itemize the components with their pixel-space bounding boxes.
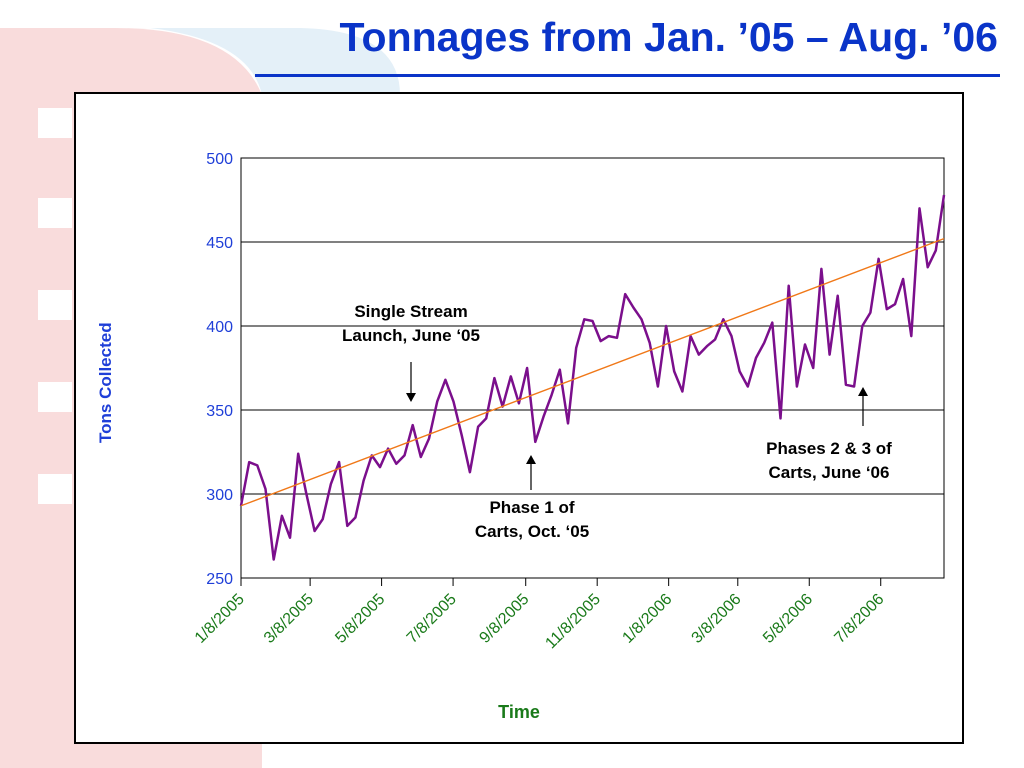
x-tick-label: 1/8/2006 [619,591,675,647]
x-tick-label: 5/8/2006 [760,591,816,647]
annotation-phase-1: Phase 1 of Carts, Oct. ‘05 [434,496,630,544]
x-axis-label: Time [498,702,540,722]
y-tick-label: 450 [206,235,233,252]
x-tick-label: 9/8/2005 [476,591,532,647]
x-tick-label: 1/8/2005 [192,591,248,647]
chart-frame: 250 300 350 400 450 500 1/8/2005 3/8/2005 5/8/20… [74,92,964,744]
x-tick-label: 5/8/2005 [332,591,388,647]
y-tick-label: 400 [206,319,233,336]
annotation-line: Carts, Oct. ‘05 [474,521,590,541]
annotation-line: Single Stream [354,302,468,321]
title-underline [255,74,1000,77]
y-axis-label: Tons Collected [96,322,115,443]
plot-area-border [240,157,945,579]
x-tick-label: 7/8/2005 [404,591,460,647]
annotation-line: Launch, June ‘05 [342,325,480,345]
y-tick-label: 500 [206,151,233,168]
tonnage-series-line [239,194,946,561]
trendline [240,237,945,507]
arrow-phase-1-head [526,455,536,464]
annotation-phases-2-3: Phases 2 & 3 of Carts, June ‘06 [736,437,922,485]
y-tick-label: 300 [206,487,233,504]
x-tick-label: 3/8/2005 [261,591,317,647]
annotation-line: Phases 2 & 3 of [766,439,892,458]
x-tick-label: 7/8/2006 [831,591,887,647]
line-chart: 250 300 350 400 450 500 1/8/2005 3/8/2005 5/8/20… [192,151,946,653]
annotation-line: Phase 1 of [489,498,575,517]
annotation-line: Carts, June ‘06 [768,462,890,482]
x-tick-label: 11/8/2005 [542,591,604,653]
page-title: Tonnages from Jan. ’05 – Aug. ’06 [339,14,998,60]
x-tick-label: 3/8/2006 [689,591,745,647]
y-tick-label: 250 [206,571,233,588]
arrow-phases-2-3-head [858,387,868,396]
y-tick-label: 350 [206,403,233,420]
annotation-single-stream: Single Stream Launch, June ‘05 [304,300,518,348]
arrow-single-stream-head [406,393,416,402]
